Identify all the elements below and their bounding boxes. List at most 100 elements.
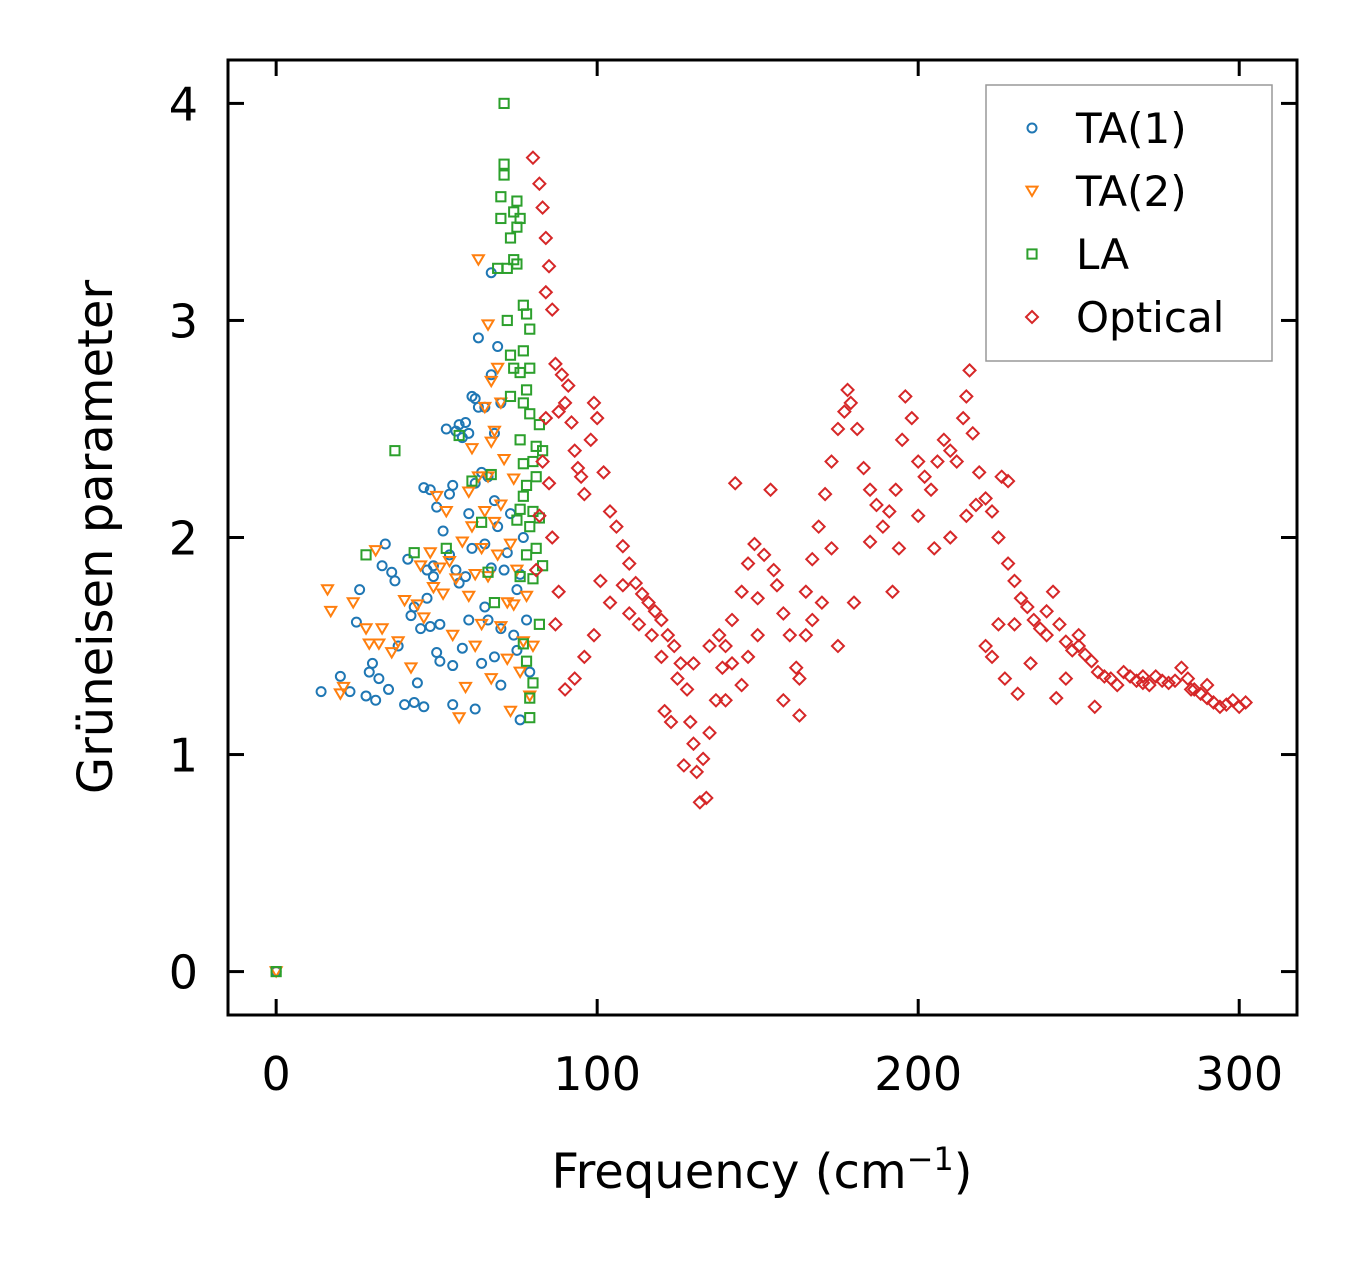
legend-marker [1026, 248, 1038, 260]
data-point [824, 454, 839, 469]
data-point [1058, 671, 1074, 686]
data-point [345, 597, 361, 610]
data-point [849, 421, 865, 437]
data-point [350, 616, 362, 628]
data-point [522, 690, 538, 703]
y-axis-title: Grüneisen parameter [68, 280, 124, 795]
data-point [891, 540, 907, 556]
data-point [442, 555, 457, 569]
data-point [1058, 634, 1074, 650]
data-point [374, 623, 390, 636]
data-point [362, 638, 377, 651]
data-point [516, 636, 531, 649]
data-point [520, 384, 533, 396]
data-point [1023, 655, 1038, 671]
data-point [421, 592, 433, 604]
data-point [503, 538, 518, 551]
data-point [447, 660, 459, 672]
data-point [360, 690, 372, 702]
data-point [506, 599, 521, 612]
data-point [557, 395, 573, 411]
data-point [524, 692, 536, 704]
data-point [514, 434, 526, 446]
data-point [524, 362, 536, 374]
data-point [389, 445, 401, 457]
data-point [524, 408, 536, 420]
data-point [397, 595, 412, 608]
data-point [501, 314, 513, 327]
legend-marker [1024, 309, 1040, 325]
legend-label: LA [1076, 230, 1129, 279]
data-point [965, 425, 981, 441]
data-point [474, 542, 489, 556]
data-point [698, 790, 714, 806]
data-point [1039, 603, 1055, 619]
data-point [548, 616, 563, 632]
data-point [504, 390, 517, 403]
data-point [537, 560, 549, 572]
data-point [334, 670, 346, 682]
data-point [418, 482, 430, 494]
data-point [936, 432, 952, 448]
data-point [897, 389, 913, 404]
data-point [408, 547, 420, 559]
data-point [413, 560, 428, 573]
data-point [373, 673, 385, 685]
data-point [464, 443, 480, 456]
data-point [1238, 695, 1254, 710]
data-point [1167, 673, 1183, 689]
data-point [1161, 675, 1177, 691]
data-point [429, 490, 444, 504]
data-point [524, 712, 536, 724]
x-tick-label: 300 [1195, 1047, 1283, 1101]
data-point [424, 484, 436, 496]
data-point [875, 519, 891, 535]
data-point [538, 284, 554, 300]
data-point [535, 454, 551, 469]
data-point [1084, 653, 1099, 669]
data-point [476, 657, 488, 669]
data-point [885, 584, 900, 600]
data-point [554, 367, 570, 383]
data-point [434, 618, 446, 630]
data-point [376, 560, 388, 572]
data-point [602, 504, 618, 519]
data-point [495, 679, 507, 691]
data-point [437, 525, 449, 537]
data-point [657, 703, 673, 719]
data-point [679, 682, 695, 697]
axis-ticks: 0 100 200 300 0 1 2 3 4 [169, 60, 1297, 1101]
data-point [660, 627, 676, 643]
data-point [958, 389, 974, 404]
data-point [836, 404, 852, 420]
data-point [602, 595, 618, 611]
data-point [472, 332, 484, 344]
data-point [843, 395, 859, 411]
data-point [1071, 638, 1087, 654]
data-point [1141, 677, 1157, 693]
data-point [1206, 695, 1221, 710]
data-point [456, 642, 468, 654]
series-ta-2 [268, 254, 541, 979]
data-point [503, 705, 518, 719]
data-point [336, 681, 351, 695]
data-point [1193, 686, 1209, 702]
data-point [440, 542, 452, 554]
data-point [520, 549, 533, 561]
data-point [586, 627, 602, 643]
data-point [586, 395, 602, 411]
x-axis-title-end: ) [954, 1144, 973, 1200]
data-point [427, 571, 439, 583]
data-point [455, 536, 470, 549]
data-point [641, 595, 656, 611]
data-point [888, 482, 904, 498]
data-point [1013, 590, 1029, 606]
data-point [453, 429, 465, 442]
data-point [792, 671, 807, 686]
data-point [408, 696, 420, 708]
data-point [1116, 664, 1132, 680]
data-point [270, 965, 282, 978]
data-point [609, 519, 624, 535]
data-point [533, 419, 545, 431]
data-point [527, 677, 539, 689]
